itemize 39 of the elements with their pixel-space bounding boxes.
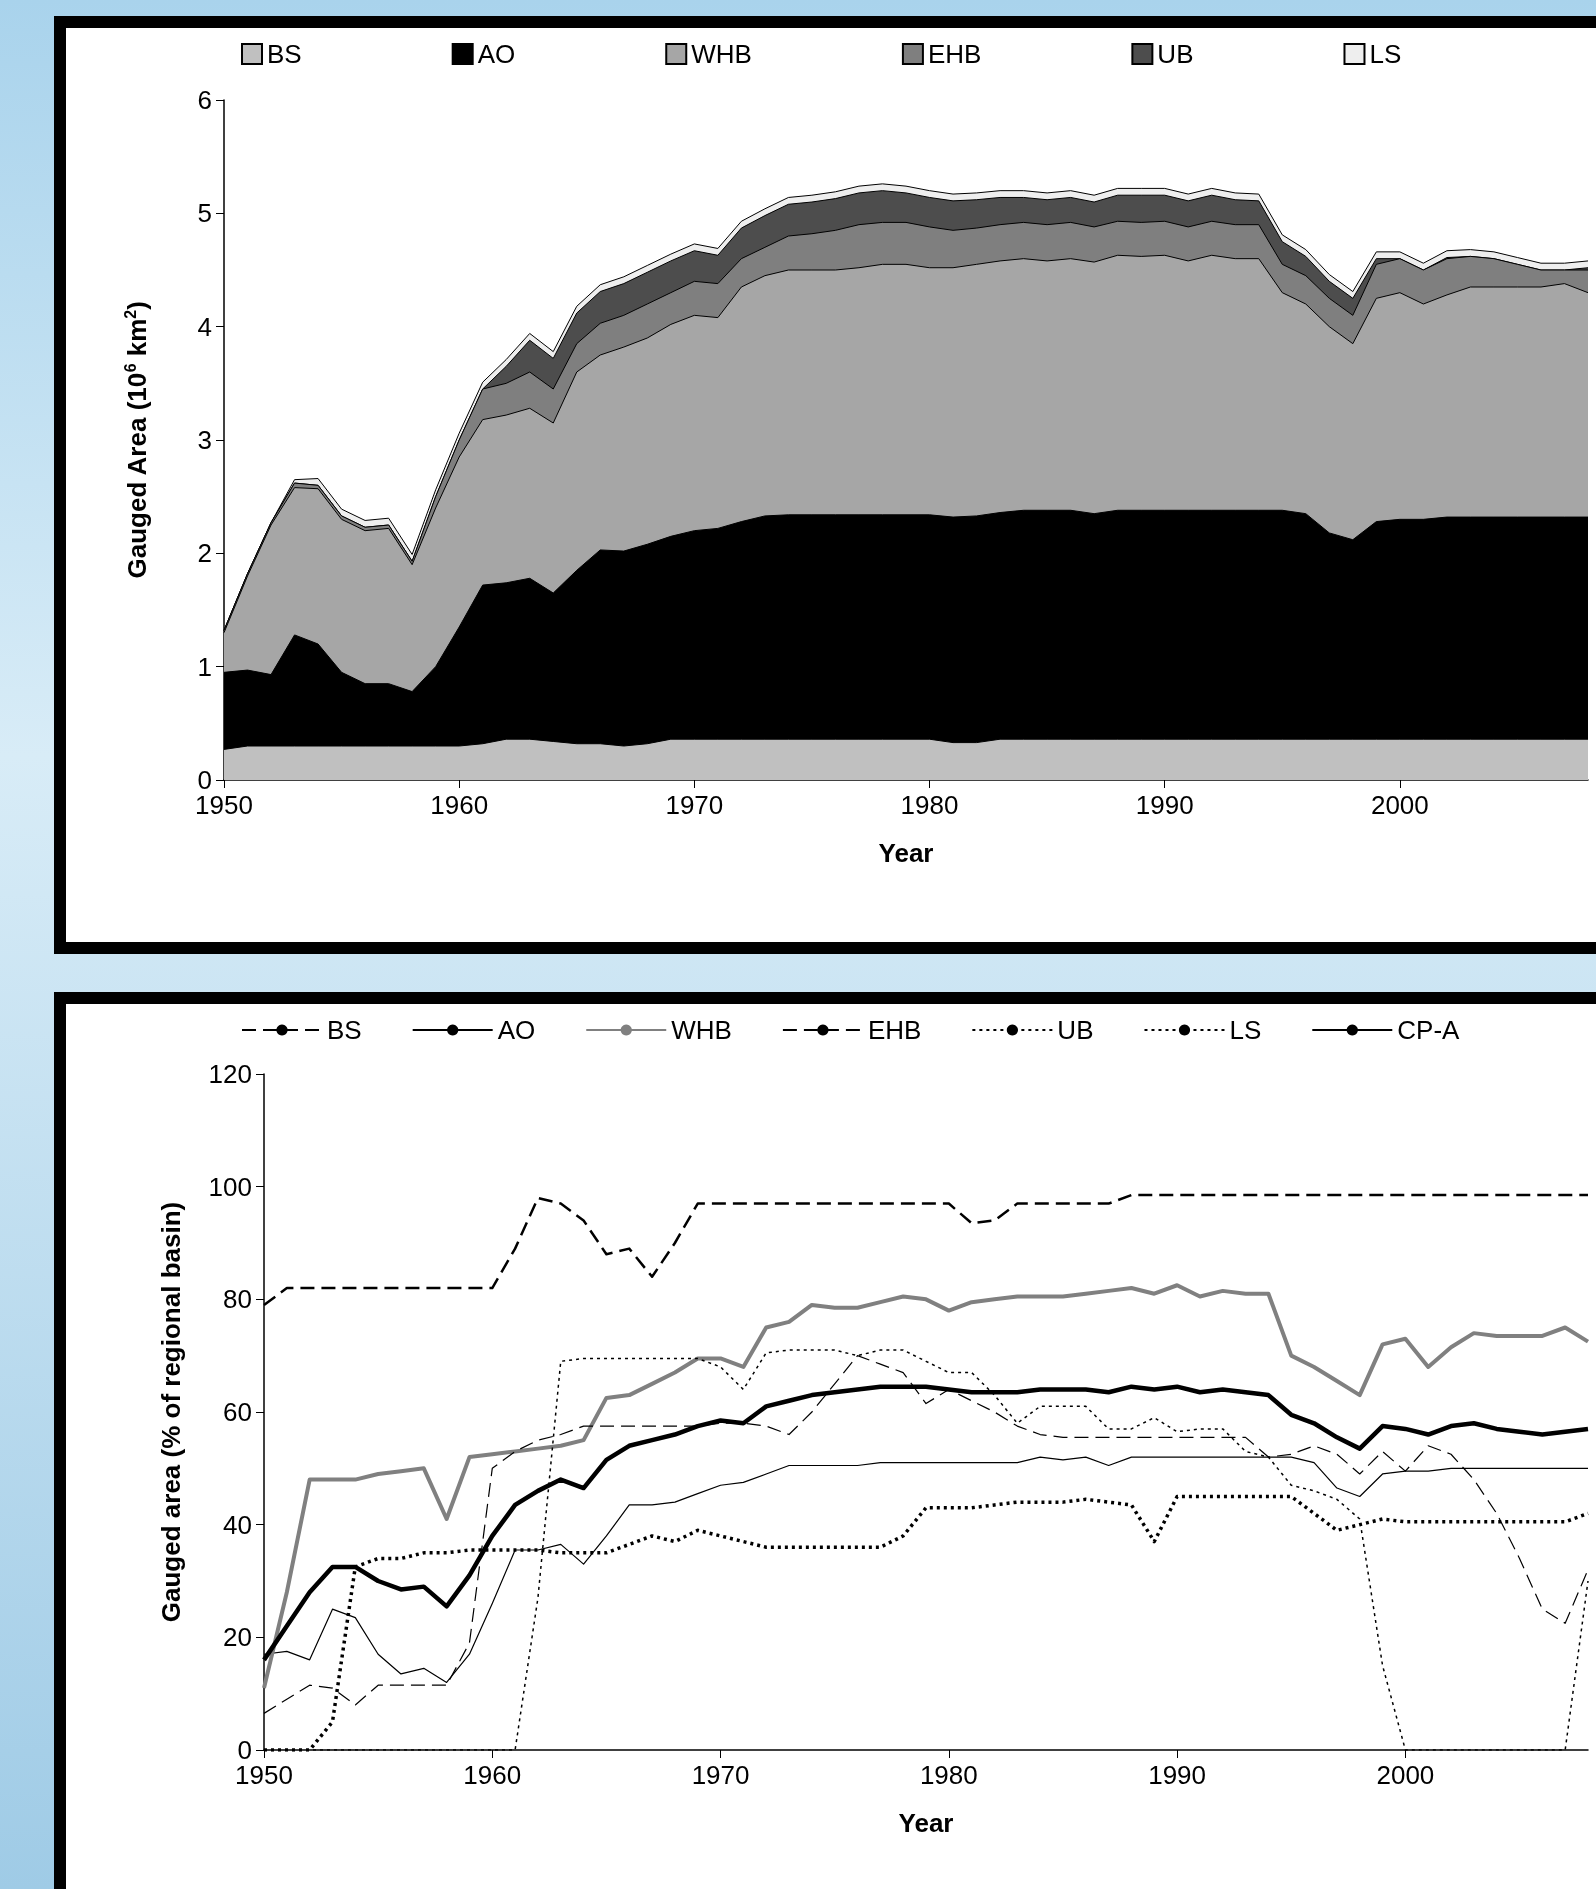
y-tick-label: 100: [208, 1171, 252, 1202]
y-tick-label: 3: [197, 425, 212, 455]
y-tick-label: 60: [223, 1397, 252, 1427]
legend-label: AO: [497, 1015, 536, 1045]
legend-label: BS: [267, 39, 302, 69]
y-axis-title: Gauged area (% of regional basin): [156, 1201, 186, 1623]
x-tick-label: 1970: [691, 1760, 750, 1790]
legend-label: AO: [477, 39, 516, 69]
x-tick-label: 1960: [463, 1760, 522, 1790]
y-tick-label: 80: [223, 1284, 252, 1315]
y-tick-label: 4: [197, 311, 212, 342]
x-tick-label: 2000: [1370, 790, 1429, 820]
x-tick-label: 1980: [919, 1760, 978, 1790]
x-tick-label: 1990: [1135, 790, 1194, 820]
y-tick-label: 6: [197, 85, 212, 115]
y-tick-label: 40: [223, 1509, 252, 1540]
x-axis-title: Year: [878, 838, 934, 868]
x-tick-label: 2000: [1376, 1760, 1435, 1790]
legend-label: LS: [1229, 1015, 1262, 1045]
y-axis-title: Gauged Area (106 km2): [121, 301, 152, 579]
legend-label: CP-A: [1397, 1015, 1461, 1045]
legend-label: UB: [1057, 1015, 1094, 1045]
x-tick-label: 1960: [430, 790, 489, 820]
y-tick-label: 20: [223, 1622, 252, 1653]
x-tick-label: 1990: [1148, 1760, 1207, 1790]
y-tick-label: 5: [197, 198, 212, 229]
x-tick-label: 1980: [900, 790, 959, 820]
legend-label: EHB: [867, 1015, 922, 1045]
legend-label: LS: [1369, 39, 1402, 69]
x-axis-title: Year: [898, 1808, 954, 1838]
legend-label: WHB: [691, 39, 752, 69]
y-tick-label: 120: [208, 1059, 252, 1089]
legend-label: UB: [1157, 39, 1194, 69]
y-tick-label: 2: [197, 538, 212, 569]
x-tick-label: 1970: [665, 790, 724, 820]
y-tick-label: 1: [197, 651, 212, 682]
legend-label: WHB: [671, 1015, 732, 1045]
legend-label: BS: [327, 1015, 362, 1045]
legend-label: EHB: [927, 39, 982, 69]
